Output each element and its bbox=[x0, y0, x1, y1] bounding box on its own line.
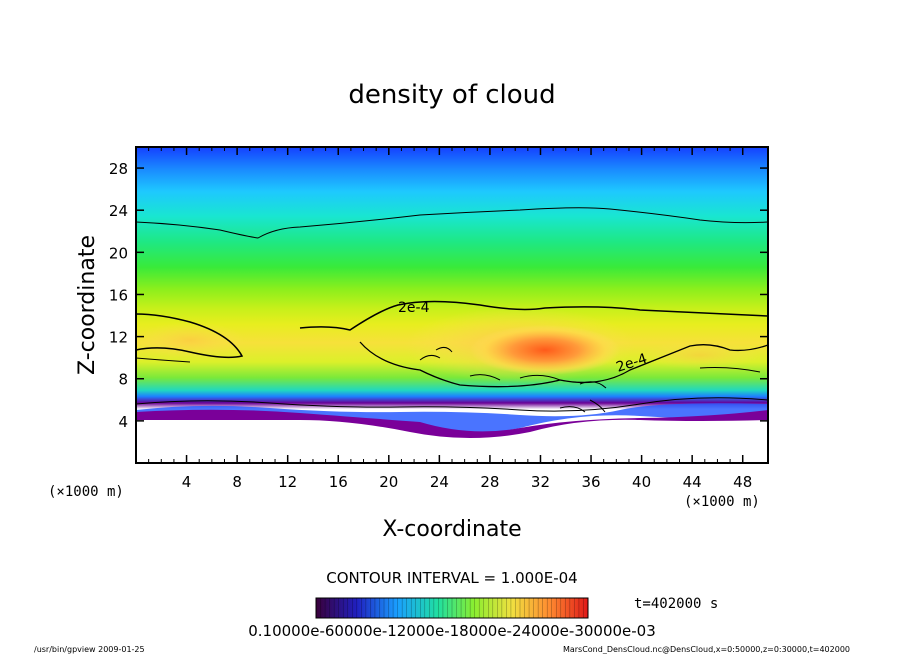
y-tick-label: 24 bbox=[109, 202, 128, 220]
x-tick-label: 28 bbox=[480, 473, 499, 491]
x-tick-label: 16 bbox=[329, 473, 348, 491]
x-tick-label: 36 bbox=[581, 473, 600, 491]
x-unit-label: (×1000 m) bbox=[684, 494, 760, 510]
y-tick-label: 4 bbox=[118, 413, 128, 431]
x-tick-label: 48 bbox=[733, 473, 752, 491]
x-tick-label: 44 bbox=[683, 473, 702, 491]
x-tick-label: 8 bbox=[232, 473, 242, 491]
x-tick-label: 32 bbox=[531, 473, 550, 491]
y-tick-label: 8 bbox=[118, 371, 128, 389]
footer-right: MarsCond_DensCloud.nc@DensCloud,x=0:5000… bbox=[563, 645, 850, 654]
y-tick-label: 20 bbox=[109, 244, 128, 262]
y-tick-label: 12 bbox=[109, 329, 128, 347]
heatmap-field bbox=[136, 147, 768, 463]
y-axis-title: Z-coordinate bbox=[75, 235, 100, 375]
x-tick-label: 4 bbox=[182, 473, 192, 491]
y-tick-label: 16 bbox=[109, 286, 128, 304]
footer-left: /usr/bin/gpview 2009-01-25 bbox=[34, 645, 145, 654]
contour-label-1: 2e-4 bbox=[398, 300, 430, 316]
x-tick-label: 20 bbox=[379, 473, 398, 491]
time-label: t=402000 s bbox=[634, 596, 718, 612]
contour-lines bbox=[135, 207, 769, 413]
contour-interval: CONTOUR INTERVAL = 1.000E-04 bbox=[326, 569, 577, 587]
y-tick-label: 28 bbox=[109, 160, 128, 178]
colorbar-tick-labels: 0.10000e-60000e-12000e-18000e-24000e-300… bbox=[248, 622, 656, 640]
x-tick-label: 24 bbox=[430, 473, 449, 491]
x-tick-label: 12 bbox=[278, 473, 297, 491]
z-unit-label: (×1000 m) bbox=[48, 484, 124, 500]
x-axis-title: X-coordinate bbox=[382, 517, 521, 542]
x-axis: 4 8 12 16 20 24 28 32 36 40 44 48 bbox=[148, 147, 752, 491]
colorbar-levels bbox=[320, 598, 584, 618]
y-axis: 4 8 12 16 20 24 28 bbox=[109, 160, 768, 431]
x-tick-label: 40 bbox=[632, 473, 651, 491]
chart-title: density of cloud bbox=[348, 80, 555, 110]
